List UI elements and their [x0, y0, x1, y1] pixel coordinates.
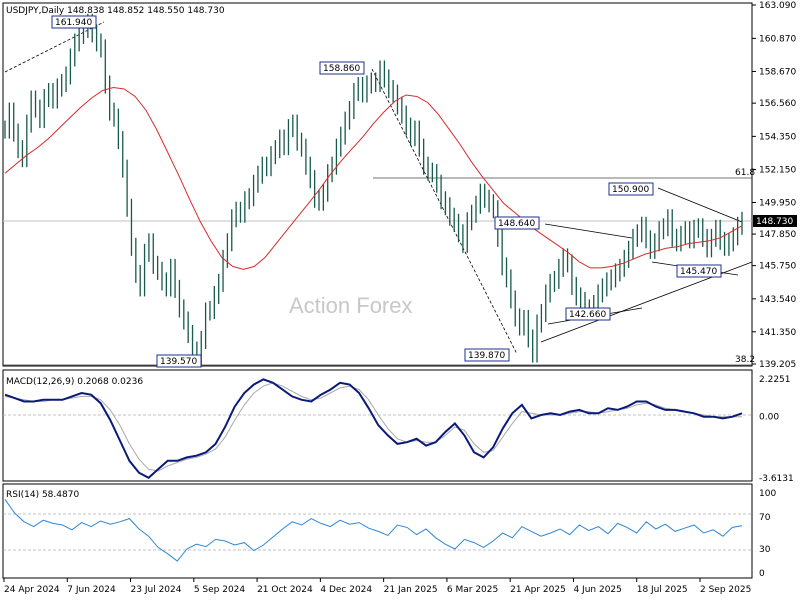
rsi-tick-label: 30	[759, 545, 771, 555]
price-tick-label: 141.350	[759, 328, 796, 338]
price-tick-label: 143.540	[759, 295, 796, 305]
trendline-upper-1	[544, 223, 633, 239]
rsi-header: RSI(14) 58.4870	[6, 490, 79, 500]
macd-tick-label: 2.2251	[759, 375, 791, 385]
fib-382-label: 38.2	[735, 355, 755, 365]
macd-panel-frame	[2, 369, 753, 482]
annotation-label: 142.660	[569, 310, 606, 320]
rsi-tick-label: 70	[759, 513, 771, 523]
price-tick-label: 152.150	[759, 165, 796, 175]
price-header: USDJPY,Daily 148.838 148.852 148.550 148…	[6, 6, 225, 16]
price-tick-label: 154.350	[759, 132, 796, 142]
price-axis-ticks: 163.090 160.870 158.670 156.560 154.350 152.1…	[752, 1, 796, 370]
price-annotations: 161.940 139.570 158.860 139.870 148.640 142.6…	[51, 15, 722, 368]
price-tick-label: 160.870	[759, 34, 796, 44]
rsi-line	[4, 499, 743, 562]
annotation-box	[676, 264, 722, 278]
price-series	[4, 13, 743, 368]
date-tick-label: 21 Jan 2025	[384, 585, 438, 595]
annotation-box	[494, 216, 540, 230]
date-tick-label: 18 Jul 2025	[637, 585, 688, 595]
trendline-dashed-2	[371, 68, 518, 355]
annotation-label: 139.570	[160, 357, 197, 367]
rsi-tick-label: 100	[759, 489, 776, 499]
price-tick-label: 163.090	[759, 1, 796, 11]
annotation-box	[565, 307, 611, 321]
current-price-value: 148.730	[756, 217, 793, 227]
ma-line	[4, 86, 743, 270]
current-price-tag	[753, 215, 797, 227]
price-tick-label: 158.670	[759, 67, 796, 77]
annotation-label: 145.470	[680, 267, 717, 277]
annotation-box	[608, 182, 654, 196]
price-tick-label: 139.205	[759, 360, 796, 370]
macd-axis-ticks: 2.2251 0.00 -3.6131	[759, 375, 794, 484]
macd-tick-label: -3.6131	[759, 474, 794, 484]
price-tick-label: 145.750	[759, 262, 796, 272]
macd-series	[4, 378, 743, 480]
watermark: Action Forex	[289, 293, 413, 318]
annotation-label: 150.900	[612, 185, 649, 195]
date-tick-label: 2 Sep 2025	[700, 585, 751, 595]
price-tick-label: 149.950	[759, 198, 796, 208]
macd-main-line	[4, 378, 743, 480]
date-tick-label: 21 Apr 2025	[510, 585, 566, 595]
rsi-axis-ticks: 100 70 30 0	[759, 489, 776, 579]
date-tick-label: 4 Dec 2024	[320, 585, 372, 595]
moving-average	[4, 86, 743, 270]
date-axis-ticks: 24 Apr 2024 7 Jun 2024 23 Jul 2024 5 Sep 20…	[3, 578, 751, 595]
annotation-box	[464, 348, 510, 362]
annotation-label: 158.860	[323, 64, 360, 74]
macd-tick-label: 0.00	[759, 413, 779, 423]
fib-618-label: 61.8	[735, 168, 755, 178]
trendline-dashed-1	[4, 21, 105, 73]
annotation-label: 139.870	[468, 351, 505, 361]
date-tick-label: 24 Apr 2024	[4, 585, 60, 595]
annotation-label: 148.640	[498, 219, 535, 229]
rsi-tick-label: 0	[759, 569, 765, 579]
price-tick-label: 156.560	[759, 99, 796, 109]
macd-header: MACD(12,26,9) 0.2068 0.0236	[6, 377, 143, 387]
annotation-label: 161.940	[55, 18, 92, 28]
triangle-upper-line	[657, 187, 743, 223]
macd-signal-line	[4, 382, 742, 472]
date-tick-label: 4 Jun 2025	[573, 585, 621, 595]
price-tick-label: 147.850	[759, 230, 796, 240]
date-tick-label: 7 Jun 2024	[67, 585, 116, 595]
annotation-box	[51, 15, 97, 29]
rsi-series	[4, 499, 743, 562]
price-panel-frame	[2, 2, 753, 367]
rsi-panel-frame	[2, 483, 753, 579]
date-tick-label: 5 Sep 2024	[194, 585, 246, 595]
annotation-box	[156, 354, 202, 368]
date-tick-label: 6 Mar 2025	[447, 585, 498, 595]
date-tick-label: 21 Oct 2024	[257, 585, 313, 595]
date-tick-label: 23 Jul 2024	[131, 585, 182, 595]
annotation-box	[319, 61, 365, 75]
